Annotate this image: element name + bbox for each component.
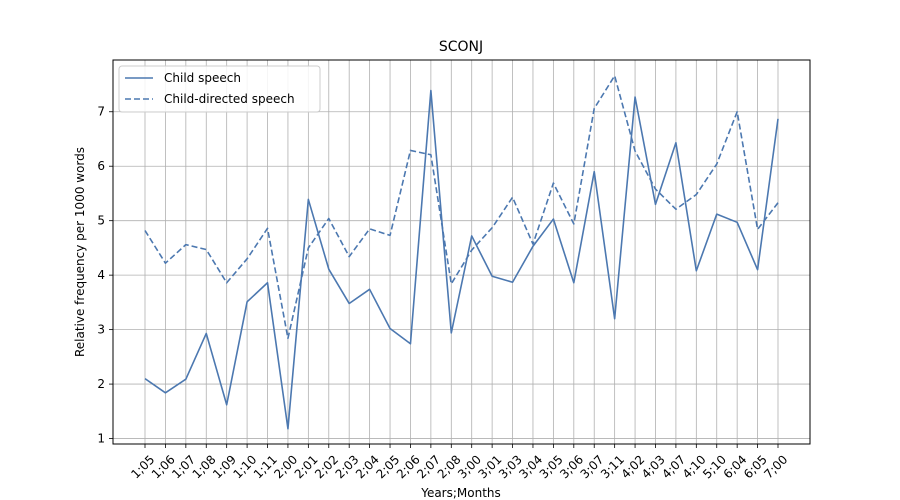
series-lines (144, 75, 779, 430)
y-axis-ticks: 1 2 3 4 5 6 7 (97, 105, 113, 446)
y-tick-label: 6 (97, 159, 105, 173)
grid-lines (113, 60, 810, 444)
legend-label-child-speech: Child speech (164, 71, 241, 85)
legend: Child speech Child-directed speech (118, 65, 321, 113)
y-tick-label: 5 (97, 214, 105, 228)
y-tick-label: 2 (97, 377, 105, 391)
legend-label-child-directed-speech: Child-directed speech (164, 92, 295, 106)
chart-title: SCONJ (439, 39, 483, 55)
y-axis-label: Relative frequency per 1000 words (73, 147, 87, 357)
y-tick-label: 3 (97, 323, 105, 337)
series-line-child-speech (144, 89, 779, 430)
plot-frame (112, 59, 811, 445)
legend-box (118, 65, 321, 113)
y-tick-label: 4 (97, 268, 105, 282)
y-tick-label: 1 (97, 432, 105, 446)
series-line-child-directed-speech (144, 75, 779, 340)
y-tick-label: 7 (97, 105, 105, 119)
x-axis-label: Years;Months (420, 486, 501, 500)
